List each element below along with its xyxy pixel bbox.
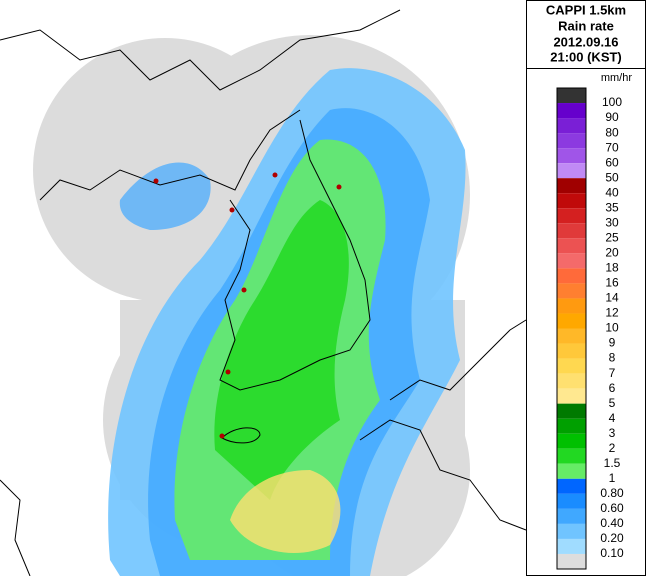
legend-swatch bbox=[557, 343, 586, 359]
legend-swatch bbox=[557, 238, 586, 254]
legend-label: 70 bbox=[605, 140, 619, 154]
legend-label: 25 bbox=[605, 230, 619, 244]
legend-label: 8 bbox=[609, 351, 616, 365]
legend-swatch bbox=[557, 298, 586, 314]
legend-swatch bbox=[557, 88, 586, 104]
legend-swatch bbox=[557, 358, 586, 374]
legend-label: 100 bbox=[602, 95, 622, 109]
legend-swatch bbox=[557, 208, 586, 224]
legend-swatch bbox=[557, 463, 586, 479]
legend-label: 18 bbox=[605, 261, 619, 275]
legend-label: 80 bbox=[605, 125, 619, 139]
legend-label: 3 bbox=[609, 426, 616, 440]
legend-label: 0.10 bbox=[600, 546, 624, 560]
legend-swatch bbox=[557, 148, 586, 164]
legend-swatch bbox=[557, 313, 586, 329]
legend-label: 30 bbox=[605, 215, 619, 229]
legend-swatch bbox=[557, 103, 586, 119]
legend-label: 16 bbox=[605, 276, 619, 290]
legend-swatch bbox=[557, 328, 586, 344]
legend-swatch bbox=[557, 373, 586, 389]
legend-swatch bbox=[557, 193, 586, 209]
coastline bbox=[0, 9, 527, 576]
legend-swatch bbox=[557, 133, 586, 149]
legend-swatch bbox=[557, 223, 586, 239]
legend-swatch bbox=[557, 403, 586, 419]
legend-swatch bbox=[557, 433, 586, 449]
legend-label: 1.5 bbox=[604, 456, 621, 470]
panel-title: 2012.09.16 bbox=[553, 34, 618, 49]
unit-label: mm/hr bbox=[601, 72, 633, 84]
legend-label: 40 bbox=[605, 185, 619, 199]
legend-swatch bbox=[557, 493, 586, 509]
legend-swatch bbox=[557, 253, 586, 269]
precipitation bbox=[108, 68, 466, 576]
legend-frame bbox=[556, 87, 587, 570]
legend-label: 0.80 bbox=[600, 486, 624, 500]
legend-label: 1 bbox=[609, 471, 616, 485]
legend-swatch bbox=[557, 418, 586, 434]
legend-label: 10 bbox=[605, 321, 619, 335]
legend-label: 9 bbox=[609, 336, 616, 350]
legend-label: 6 bbox=[609, 381, 616, 395]
legend-label: 0.40 bbox=[600, 516, 624, 530]
legend-swatch bbox=[557, 508, 586, 524]
legend-swatch bbox=[557, 478, 586, 494]
legend-swatch bbox=[557, 523, 586, 539]
legend-swatch bbox=[557, 553, 586, 569]
legend-swatch bbox=[557, 448, 586, 464]
panel-title: CAPPI 1.5km bbox=[546, 2, 626, 17]
color-legend: 1009080706050403530252018161412109876543… bbox=[556, 87, 624, 570]
legend-label: 20 bbox=[605, 246, 619, 260]
legend-label: 60 bbox=[605, 155, 619, 169]
legend-swatch bbox=[557, 538, 586, 554]
legend-swatch bbox=[557, 118, 586, 134]
legend-label: 4 bbox=[609, 411, 616, 425]
legend-swatch bbox=[557, 388, 586, 404]
legend-label: 14 bbox=[605, 291, 619, 305]
legend-swatch bbox=[557, 283, 586, 299]
legend-label: 2 bbox=[609, 441, 616, 455]
legend-label: 0.60 bbox=[600, 501, 624, 515]
legend-label: 0.20 bbox=[600, 531, 624, 545]
legend-label: 35 bbox=[605, 200, 619, 214]
legend-label: 90 bbox=[605, 110, 619, 124]
panel-title: Rain rate bbox=[558, 18, 614, 33]
legend-swatch bbox=[557, 178, 586, 194]
legend-swatch bbox=[557, 163, 586, 179]
legend-label: 12 bbox=[605, 306, 619, 320]
legend-swatch bbox=[557, 268, 586, 284]
legend-label: 50 bbox=[605, 170, 619, 184]
legend-label: 5 bbox=[609, 396, 616, 410]
legend-label: 7 bbox=[609, 366, 616, 380]
panel-title: 21:00 (KST) bbox=[550, 49, 622, 64]
radar-sites bbox=[153, 172, 342, 439]
